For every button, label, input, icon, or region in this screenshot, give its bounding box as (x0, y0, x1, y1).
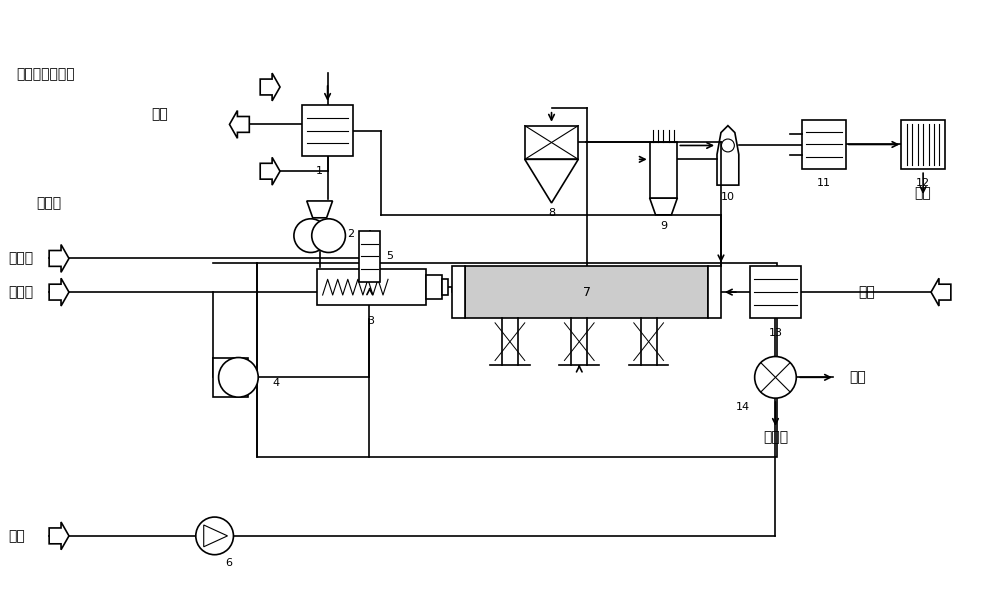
Polygon shape (650, 198, 677, 215)
Text: 11: 11 (817, 178, 831, 188)
Polygon shape (307, 201, 333, 218)
Text: 水蒸气: 水蒸气 (9, 251, 34, 265)
Bar (302, 105, 353, 156)
Text: 天然气: 天然气 (9, 285, 34, 299)
Polygon shape (229, 110, 249, 138)
Text: 5: 5 (386, 251, 393, 262)
Text: 12: 12 (916, 178, 930, 188)
Polygon shape (49, 245, 69, 272)
Bar (750, 267, 801, 318)
Bar (442, 279, 448, 295)
Text: 硫磺: 硫磺 (914, 186, 931, 200)
Polygon shape (260, 73, 280, 101)
Text: 6: 6 (225, 558, 232, 568)
Bar (525, 126, 578, 159)
Polygon shape (525, 159, 578, 203)
Bar (901, 120, 945, 169)
Bar (257, 264, 777, 457)
Text: 9: 9 (660, 221, 667, 231)
Text: 14: 14 (736, 402, 750, 412)
Text: 13: 13 (768, 328, 782, 338)
Bar (213, 357, 248, 397)
Text: 工业副产物石膏: 工业副产物石膏 (16, 67, 75, 81)
Bar (650, 142, 677, 198)
Circle shape (721, 139, 734, 152)
Text: 8: 8 (548, 208, 555, 218)
Bar (465, 267, 708, 318)
Bar (452, 267, 465, 318)
Circle shape (294, 219, 328, 253)
Bar (426, 275, 442, 299)
Text: 空气: 空气 (859, 285, 875, 299)
Circle shape (196, 517, 233, 554)
Text: 1: 1 (316, 167, 323, 176)
Circle shape (219, 357, 258, 397)
Polygon shape (49, 278, 69, 306)
Circle shape (312, 219, 345, 253)
Text: 4: 4 (272, 378, 279, 389)
Text: 空气: 空气 (9, 529, 25, 543)
Text: 放空: 放空 (151, 107, 168, 121)
Polygon shape (204, 525, 228, 547)
Text: 10: 10 (721, 192, 735, 202)
Text: 7: 7 (583, 285, 591, 299)
Text: 2: 2 (347, 229, 355, 239)
Polygon shape (931, 278, 951, 306)
Text: 硅渣: 硅渣 (849, 370, 866, 384)
Polygon shape (260, 157, 280, 185)
Bar (708, 267, 721, 318)
Bar (802, 120, 846, 169)
Bar (317, 270, 426, 305)
Bar (359, 231, 380, 282)
Polygon shape (49, 522, 69, 550)
Polygon shape (717, 126, 739, 185)
Text: 氧化钙: 氧化钙 (763, 430, 788, 444)
Text: 焦炭粉: 焦炭粉 (36, 196, 61, 210)
Text: 3: 3 (368, 316, 375, 326)
Circle shape (755, 356, 796, 398)
